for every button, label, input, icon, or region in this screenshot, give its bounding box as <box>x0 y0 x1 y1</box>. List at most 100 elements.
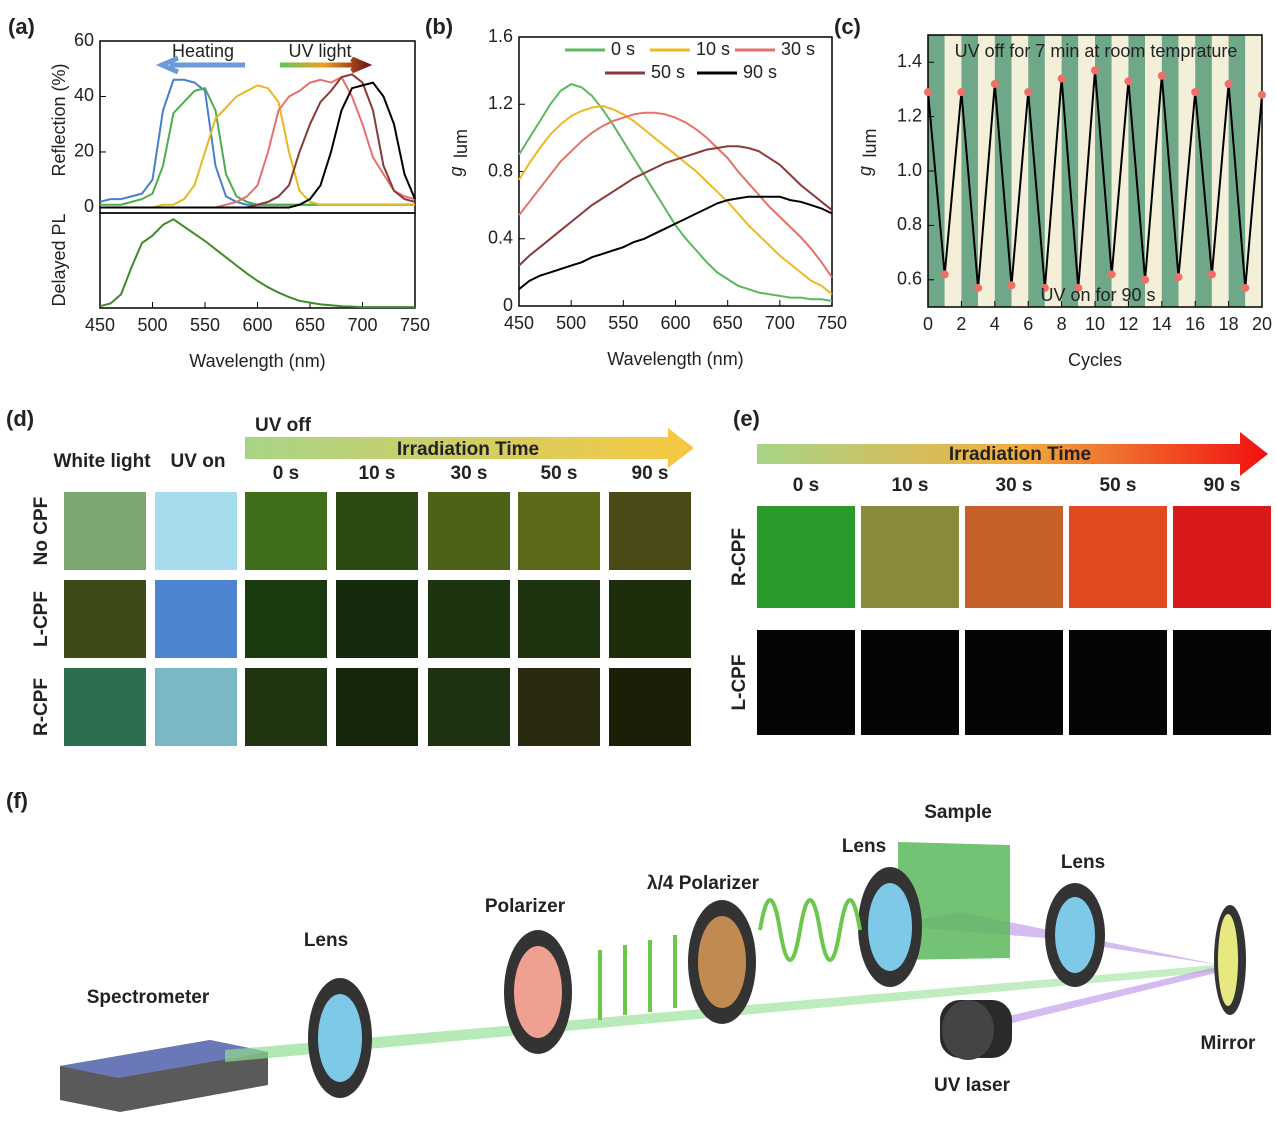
y-tick-label: 1.2 <box>488 93 513 113</box>
photo-tile <box>64 580 146 658</box>
x-tick-label: 600 <box>242 315 272 335</box>
photo-tile <box>245 580 327 658</box>
figure: 0204060Reflection (%)(a)HeatingUV light4… <box>0 0 1276 1126</box>
point <box>924 88 932 96</box>
part-label: Mirror <box>1201 1033 1257 1054</box>
point <box>1225 80 1233 88</box>
legend-label: 90 s <box>743 62 777 82</box>
arrow-label: Irradiation Time <box>397 439 539 460</box>
point <box>957 88 965 96</box>
x-tick-label: 8 <box>1057 314 1067 334</box>
x-tick-label: 12 <box>1118 314 1138 334</box>
point <box>1141 276 1149 284</box>
part-label: Lens <box>1061 852 1105 873</box>
x-tick-label: 20 <box>1252 314 1272 334</box>
photo-tile <box>1173 630 1271 735</box>
legend-label: 30 s <box>781 39 815 59</box>
panel-label: (c) <box>834 14 861 39</box>
arrow-label: Irradiation Time <box>949 444 1091 465</box>
y-axis-label: g <box>855 166 875 176</box>
panel-label: (a) <box>8 14 35 39</box>
arrow <box>280 59 366 71</box>
annotation: UV on for 90 s <box>1040 285 1155 305</box>
photo-tile <box>155 580 237 658</box>
series-line <box>519 106 832 294</box>
row-label: L-CPF <box>729 655 750 711</box>
photo-tile <box>155 492 237 570</box>
photo-tile <box>609 492 691 570</box>
time-label: 50 s <box>1100 475 1137 496</box>
y-tick-label: 1.0 <box>897 160 922 180</box>
x-tick-label: 650 <box>713 313 743 333</box>
point <box>1208 270 1216 278</box>
point <box>1058 75 1066 83</box>
y-tick-label: 0 <box>503 295 513 315</box>
photo-tile <box>609 668 691 746</box>
point <box>1241 284 1249 292</box>
photo-tile <box>64 492 146 570</box>
time-label: 0 s <box>793 475 819 496</box>
x-tick-label: 600 <box>660 313 690 333</box>
y-tick-label: 0.8 <box>488 160 513 180</box>
point <box>1108 270 1116 278</box>
photo-tile <box>757 630 855 735</box>
photo-tile <box>428 580 510 658</box>
point <box>974 284 982 292</box>
y-axis-label-sub: lum <box>451 129 471 158</box>
plot-frame <box>100 213 415 308</box>
x-tick-label: 6 <box>1023 314 1033 334</box>
annotation: Heating <box>172 41 234 61</box>
photo-tile <box>965 630 1063 735</box>
part-label: Lens <box>842 836 886 857</box>
y-axis-label: Delayed PL <box>49 213 69 306</box>
photo-tile <box>336 580 418 658</box>
y-tick-label: 0.6 <box>897 269 922 289</box>
time-label: 90 s <box>1204 475 1241 496</box>
header: UV off <box>255 415 312 436</box>
x-tick-label: 10 <box>1085 314 1105 334</box>
photo-tile <box>1173 506 1271 608</box>
x-tick-label: 750 <box>817 313 847 333</box>
annotation: UV light <box>288 41 351 61</box>
row-label: R-CPF <box>31 678 52 736</box>
point <box>1024 88 1032 96</box>
x-tick-label: 750 <box>400 315 430 335</box>
stripe <box>1195 35 1212 307</box>
part-label: Lens <box>304 930 348 951</box>
photo-tile <box>518 668 600 746</box>
y-tick-label: 0.4 <box>488 228 513 248</box>
photo-tile <box>1069 630 1167 735</box>
part-label: Spectrometer <box>87 987 210 1008</box>
photo-tile <box>155 668 237 746</box>
x-tick-label: 500 <box>137 315 167 335</box>
x-tick-label: 2 <box>956 314 966 334</box>
photo-tile <box>861 506 959 608</box>
stripe <box>945 35 962 307</box>
x-tick-label: 700 <box>765 313 795 333</box>
photo-tile <box>609 580 691 658</box>
x-tick-label: 18 <box>1219 314 1239 334</box>
y-tick-label: 0.8 <box>897 214 922 234</box>
point <box>991 80 999 88</box>
x-tick-label: 14 <box>1152 314 1172 334</box>
x-axis-label: Wavelength (nm) <box>607 349 743 369</box>
part-label: Sample <box>924 802 992 823</box>
series-line <box>100 219 415 307</box>
header: UV on <box>171 451 226 472</box>
point <box>941 270 949 278</box>
time-label: 10 s <box>359 463 396 484</box>
series-line <box>519 146 832 265</box>
annotation: UV off for 7 min at room temprature <box>955 41 1238 61</box>
x-axis-label: Cycles <box>1068 350 1122 370</box>
photo-tile <box>861 630 959 735</box>
y-tick-label: 60 <box>74 30 94 50</box>
photo-tile <box>757 506 855 608</box>
x-tick-label: 450 <box>85 315 115 335</box>
series-line <box>100 83 415 208</box>
row-label: No CPF <box>31 497 52 566</box>
photo-tile <box>1069 506 1167 608</box>
point <box>1158 72 1166 80</box>
point <box>1191 88 1199 96</box>
photo-tile <box>518 492 600 570</box>
legend-label: 50 s <box>651 62 685 82</box>
